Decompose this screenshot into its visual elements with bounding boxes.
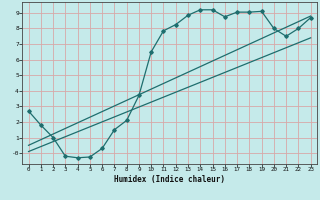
- X-axis label: Humidex (Indice chaleur): Humidex (Indice chaleur): [114, 175, 225, 184]
